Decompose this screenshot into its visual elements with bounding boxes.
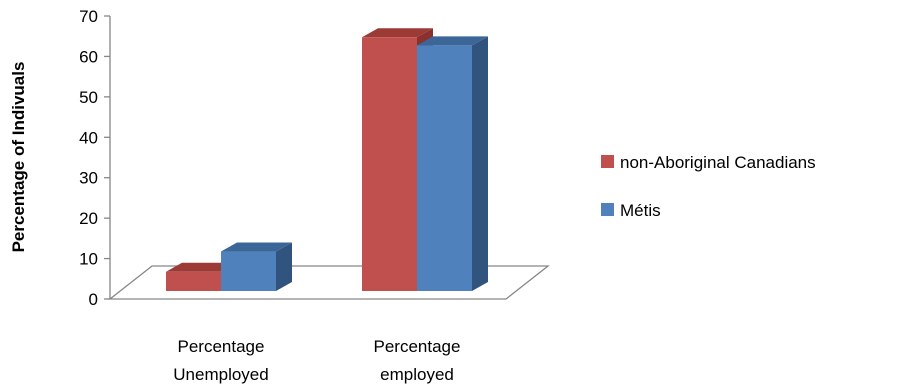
legend: non-Aboriginal Canadians Métis: [601, 153, 816, 220]
legend-swatch: [601, 203, 614, 216]
legend-label: Métis: [620, 201, 661, 220]
x-axis-labels: Percentage Unemployed Percentage employed: [173, 337, 460, 384]
bar-top-face: [166, 262, 237, 272]
y-tick-label: 70: [79, 7, 98, 26]
y-axis-title: Percentage of Indivuals: [9, 62, 28, 253]
x-tick-label: Percentage Unemployed: [173, 337, 268, 384]
legend-item: non-Aboriginal Canadians: [601, 153, 816, 172]
y-tick-label: 50: [79, 88, 98, 107]
floor-outline: [108, 265, 550, 300]
bar: [417, 36, 488, 291]
y-tick-label: 60: [79, 47, 98, 66]
y-axis: 0 10 20 30 40 50 60 70: [79, 7, 111, 309]
x-tick-label: Percentage employed: [374, 337, 461, 384]
y-tick-label: 0: [89, 290, 98, 309]
x-tick-label-line: Percentage: [178, 337, 265, 356]
chart-floor: [108, 265, 550, 300]
x-tick-label-line: Percentage: [374, 337, 461, 356]
legend-label: non-Aboriginal Canadians: [620, 153, 816, 172]
bar-top-face: [221, 242, 292, 252]
y-tick-label: 20: [79, 209, 98, 228]
bar-side-face: [472, 36, 488, 291]
y-tick-label: 10: [79, 250, 98, 269]
bar-top-face: [362, 28, 433, 38]
bar-side-face: [276, 242, 292, 291]
bar-front-face: [166, 271, 221, 291]
legend-item: Métis: [601, 201, 661, 220]
x-tick-label-line: employed: [380, 365, 454, 384]
y-tick-label: 30: [79, 169, 98, 188]
bar-front-face: [362, 37, 417, 292]
x-tick-label-line: Unemployed: [173, 365, 268, 384]
bar: [221, 242, 292, 291]
bar-top-face: [417, 36, 488, 46]
bar-front-face: [417, 45, 472, 291]
legend-swatch: [601, 155, 614, 168]
bars: [166, 28, 488, 292]
y-tick-label: 40: [79, 128, 98, 147]
bar-front-face: [221, 251, 276, 291]
